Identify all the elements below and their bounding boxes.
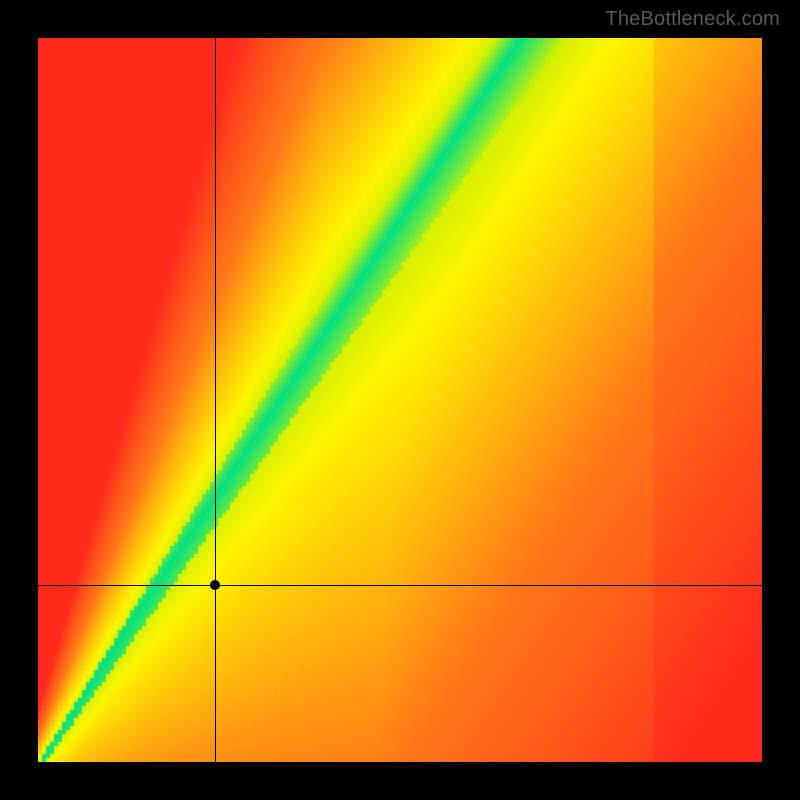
heatmap-canvas [38, 38, 762, 762]
crosshair-horizontal [38, 585, 762, 586]
crosshair-point-marker [210, 580, 220, 590]
watermark-text: TheBottleneck.com [605, 8, 780, 31]
crosshair-vertical [215, 38, 216, 762]
heatmap-chart [38, 38, 762, 762]
